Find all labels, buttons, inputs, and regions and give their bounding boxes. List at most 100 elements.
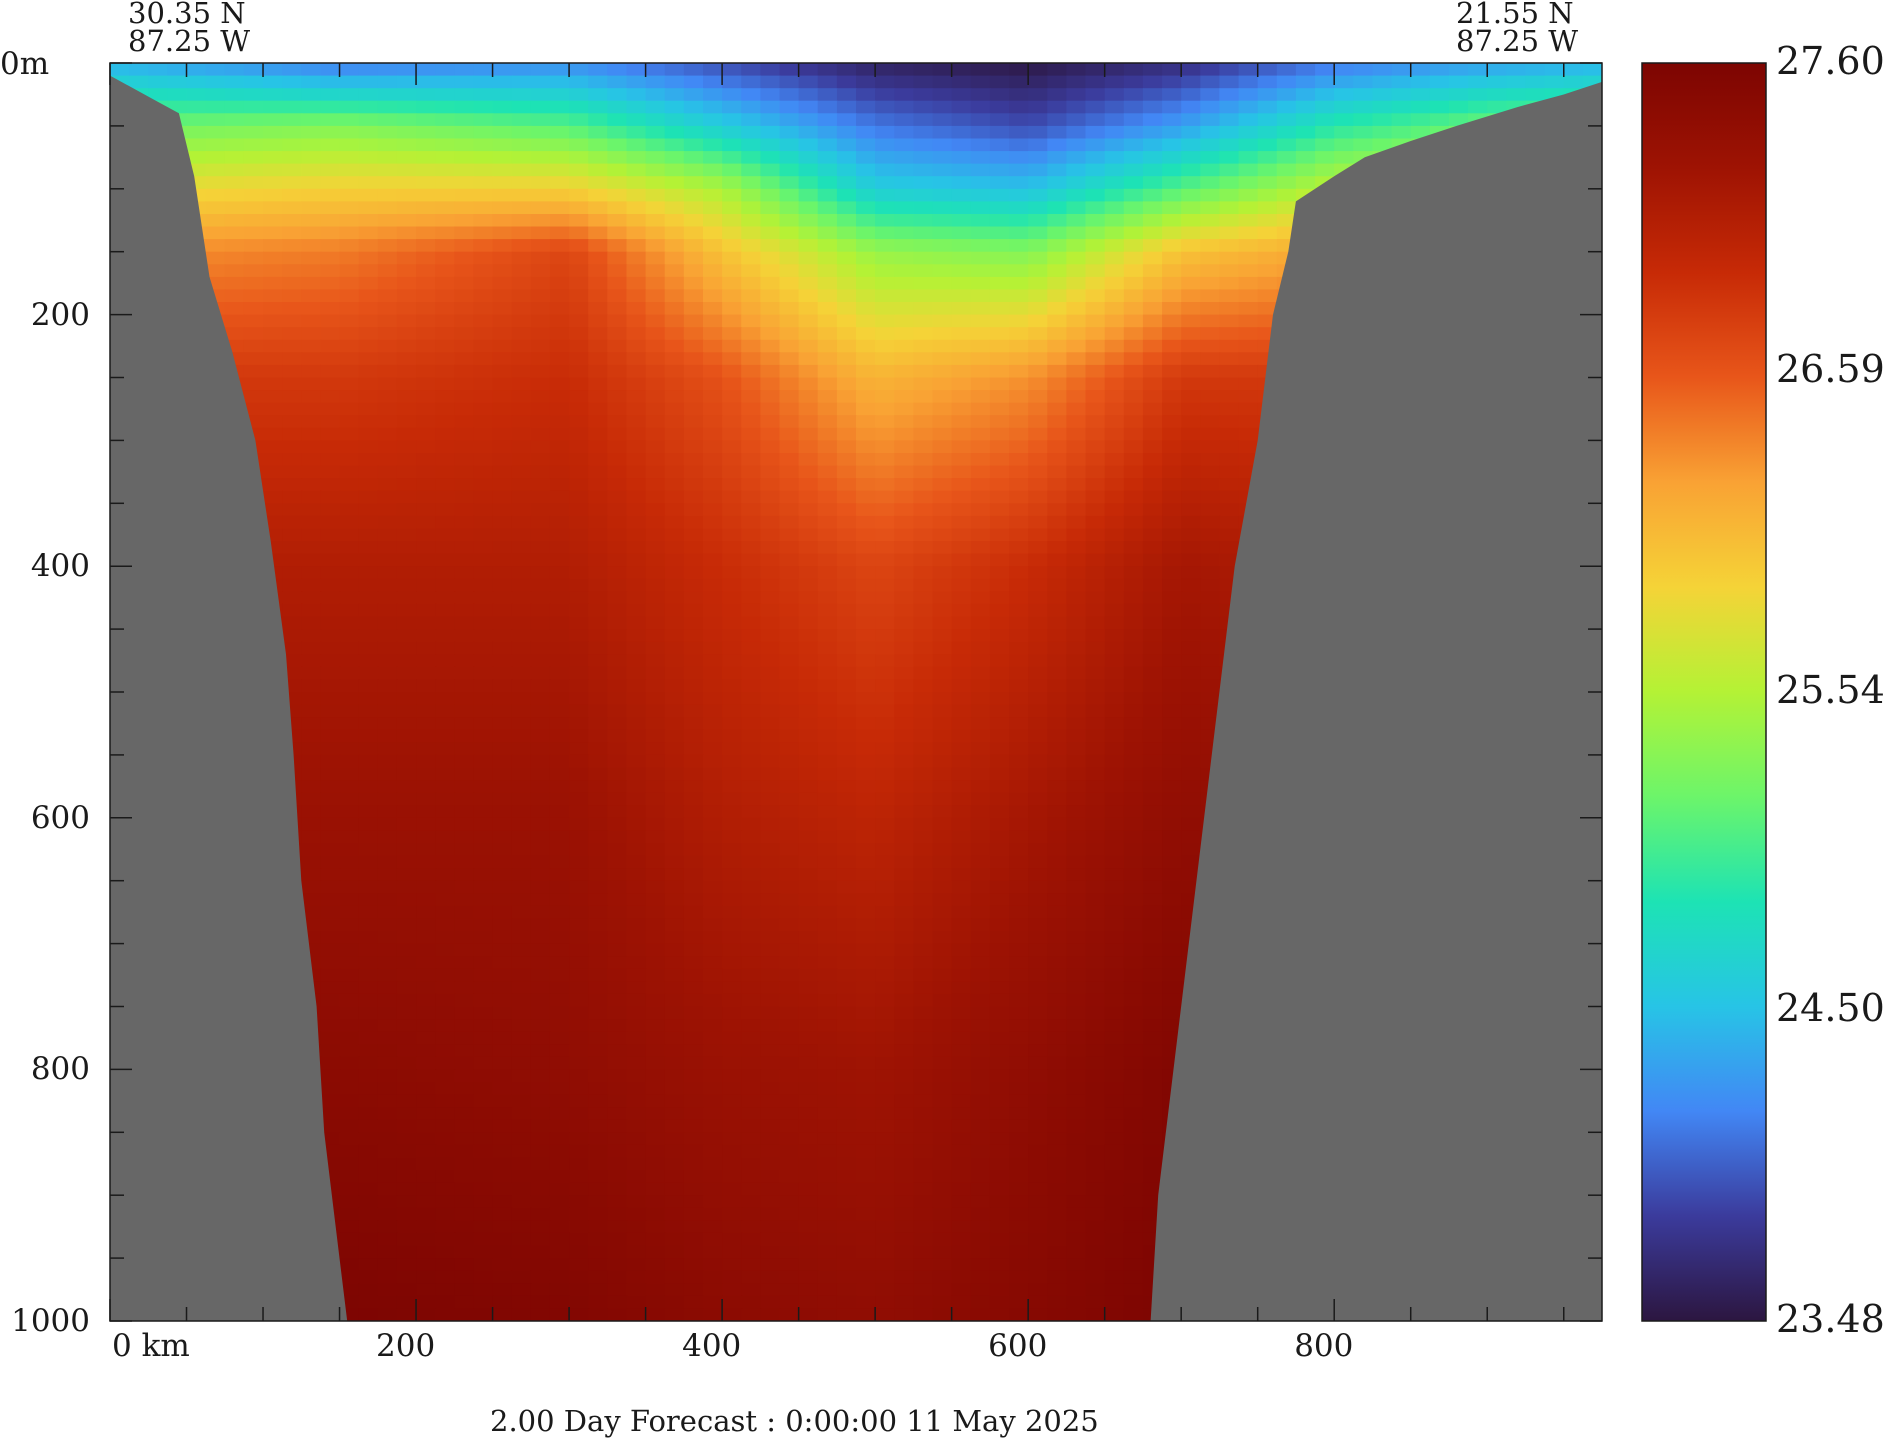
heatmap-cell [377,805,398,819]
heatmap-cell [1009,314,1029,328]
heatmap-cell [377,578,398,593]
heatmap-cell [377,327,398,341]
heatmap-cell [1009,503,1029,517]
heatmap-cell [588,805,609,819]
heatmap-cell [454,339,475,354]
heatmap-cell [1181,88,1202,102]
heatmap-cell [492,339,513,354]
heatmap-cell [1181,138,1202,152]
heatmap-cell [492,314,513,328]
heatmap-cell [530,100,551,115]
heatmap-cell [1238,402,1259,417]
heatmap-cell [339,453,360,467]
heatmap-cell [875,100,896,115]
heatmap-cell [932,817,953,832]
heatmap-cell [511,289,532,303]
heatmap-cell [626,415,647,429]
heatmap-cell [1104,453,1125,467]
heatmap-cell [320,528,341,542]
heatmap-cell [741,754,762,769]
heatmap-cell [530,390,551,404]
heatmap-cell [454,553,475,567]
heatmap-cell [932,453,953,467]
heatmap-cell [779,302,800,316]
heatmap-cell [951,201,972,215]
heatmap-cell [856,754,876,769]
heatmap-cell [492,364,513,379]
heatmap-cell [282,616,303,630]
heatmap-cell [1162,415,1183,429]
heatmap-cell [703,327,723,341]
heatmap-cell [358,591,379,605]
heatmap-cell [836,125,857,140]
heatmap-cell [243,402,264,417]
heatmap-cell [989,666,1010,681]
heatmap-cell [1009,692,1029,706]
heatmap-cell [377,641,398,656]
heatmap-cell [1181,465,1202,479]
heatmap-cell [339,578,360,593]
heatmap-cell [339,729,360,744]
heatmap-cell [1468,88,1489,102]
heatmap-cell [1028,591,1049,605]
heatmap-cell [588,289,609,303]
heatmap-cell [1162,578,1183,593]
heatmap-cell [549,843,570,857]
heatmap-cell [396,515,417,530]
heatmap-cell [282,478,303,492]
heatmap-cell [817,843,838,857]
heatmap-cell [339,63,360,77]
heatmap-cell [989,792,1010,806]
heatmap-cell [875,553,896,567]
heatmap-cell [1028,314,1049,328]
heatmap-cell [683,327,704,341]
heatmap-cell [970,251,991,266]
heatmap-cell [1066,780,1087,794]
heatmap-cell [511,805,532,819]
heatmap-cell [607,515,628,530]
heatmap-cell [301,603,322,618]
heatmap-cell [282,188,303,203]
heatmap-cell [1238,289,1259,303]
heatmap-cell [989,503,1010,517]
heatmap-cell [569,704,590,718]
heatmap-cell [1219,490,1240,505]
heatmap-cell [186,75,207,89]
heatmap-cell [435,465,456,479]
heatmap-cell [530,704,551,718]
heatmap-cell [1142,679,1163,693]
heatmap-cell [549,541,570,555]
heatmap-cell [301,641,322,656]
heatmap-cell [1028,377,1049,391]
heatmap-cell [951,364,972,379]
heatmap-cell [1391,63,1412,77]
heatmap-cell [530,138,551,152]
heatmap-cell [473,113,494,127]
heatmap-cell [798,364,819,379]
heatmap-cell [358,75,379,89]
heatmap-cell [683,402,704,417]
heatmap-cell [569,138,590,152]
heatmap-cell [1047,302,1068,316]
heatmap-cell [626,465,647,479]
heatmap-cell [951,541,972,555]
heatmap-cell [1009,214,1029,228]
heatmap-cell [1104,566,1125,580]
heatmap-cell [836,578,857,593]
heatmap-cell [549,692,570,706]
heatmap-cell [989,478,1010,492]
heatmap-cell [798,478,819,492]
heatmap-cell [1047,151,1068,165]
heatmap-cell [856,415,876,429]
heatmap-cell [129,63,150,77]
heatmap-cell [779,239,800,253]
heatmap-cell [836,276,857,291]
heatmap-cell [492,251,513,266]
heatmap-cell [607,226,628,240]
heatmap-cell [1104,478,1125,492]
heatmap-cell [530,339,551,354]
heatmap-cell [1047,503,1068,517]
heatmap-cell [301,239,322,253]
heatmap-cell [1123,402,1144,417]
